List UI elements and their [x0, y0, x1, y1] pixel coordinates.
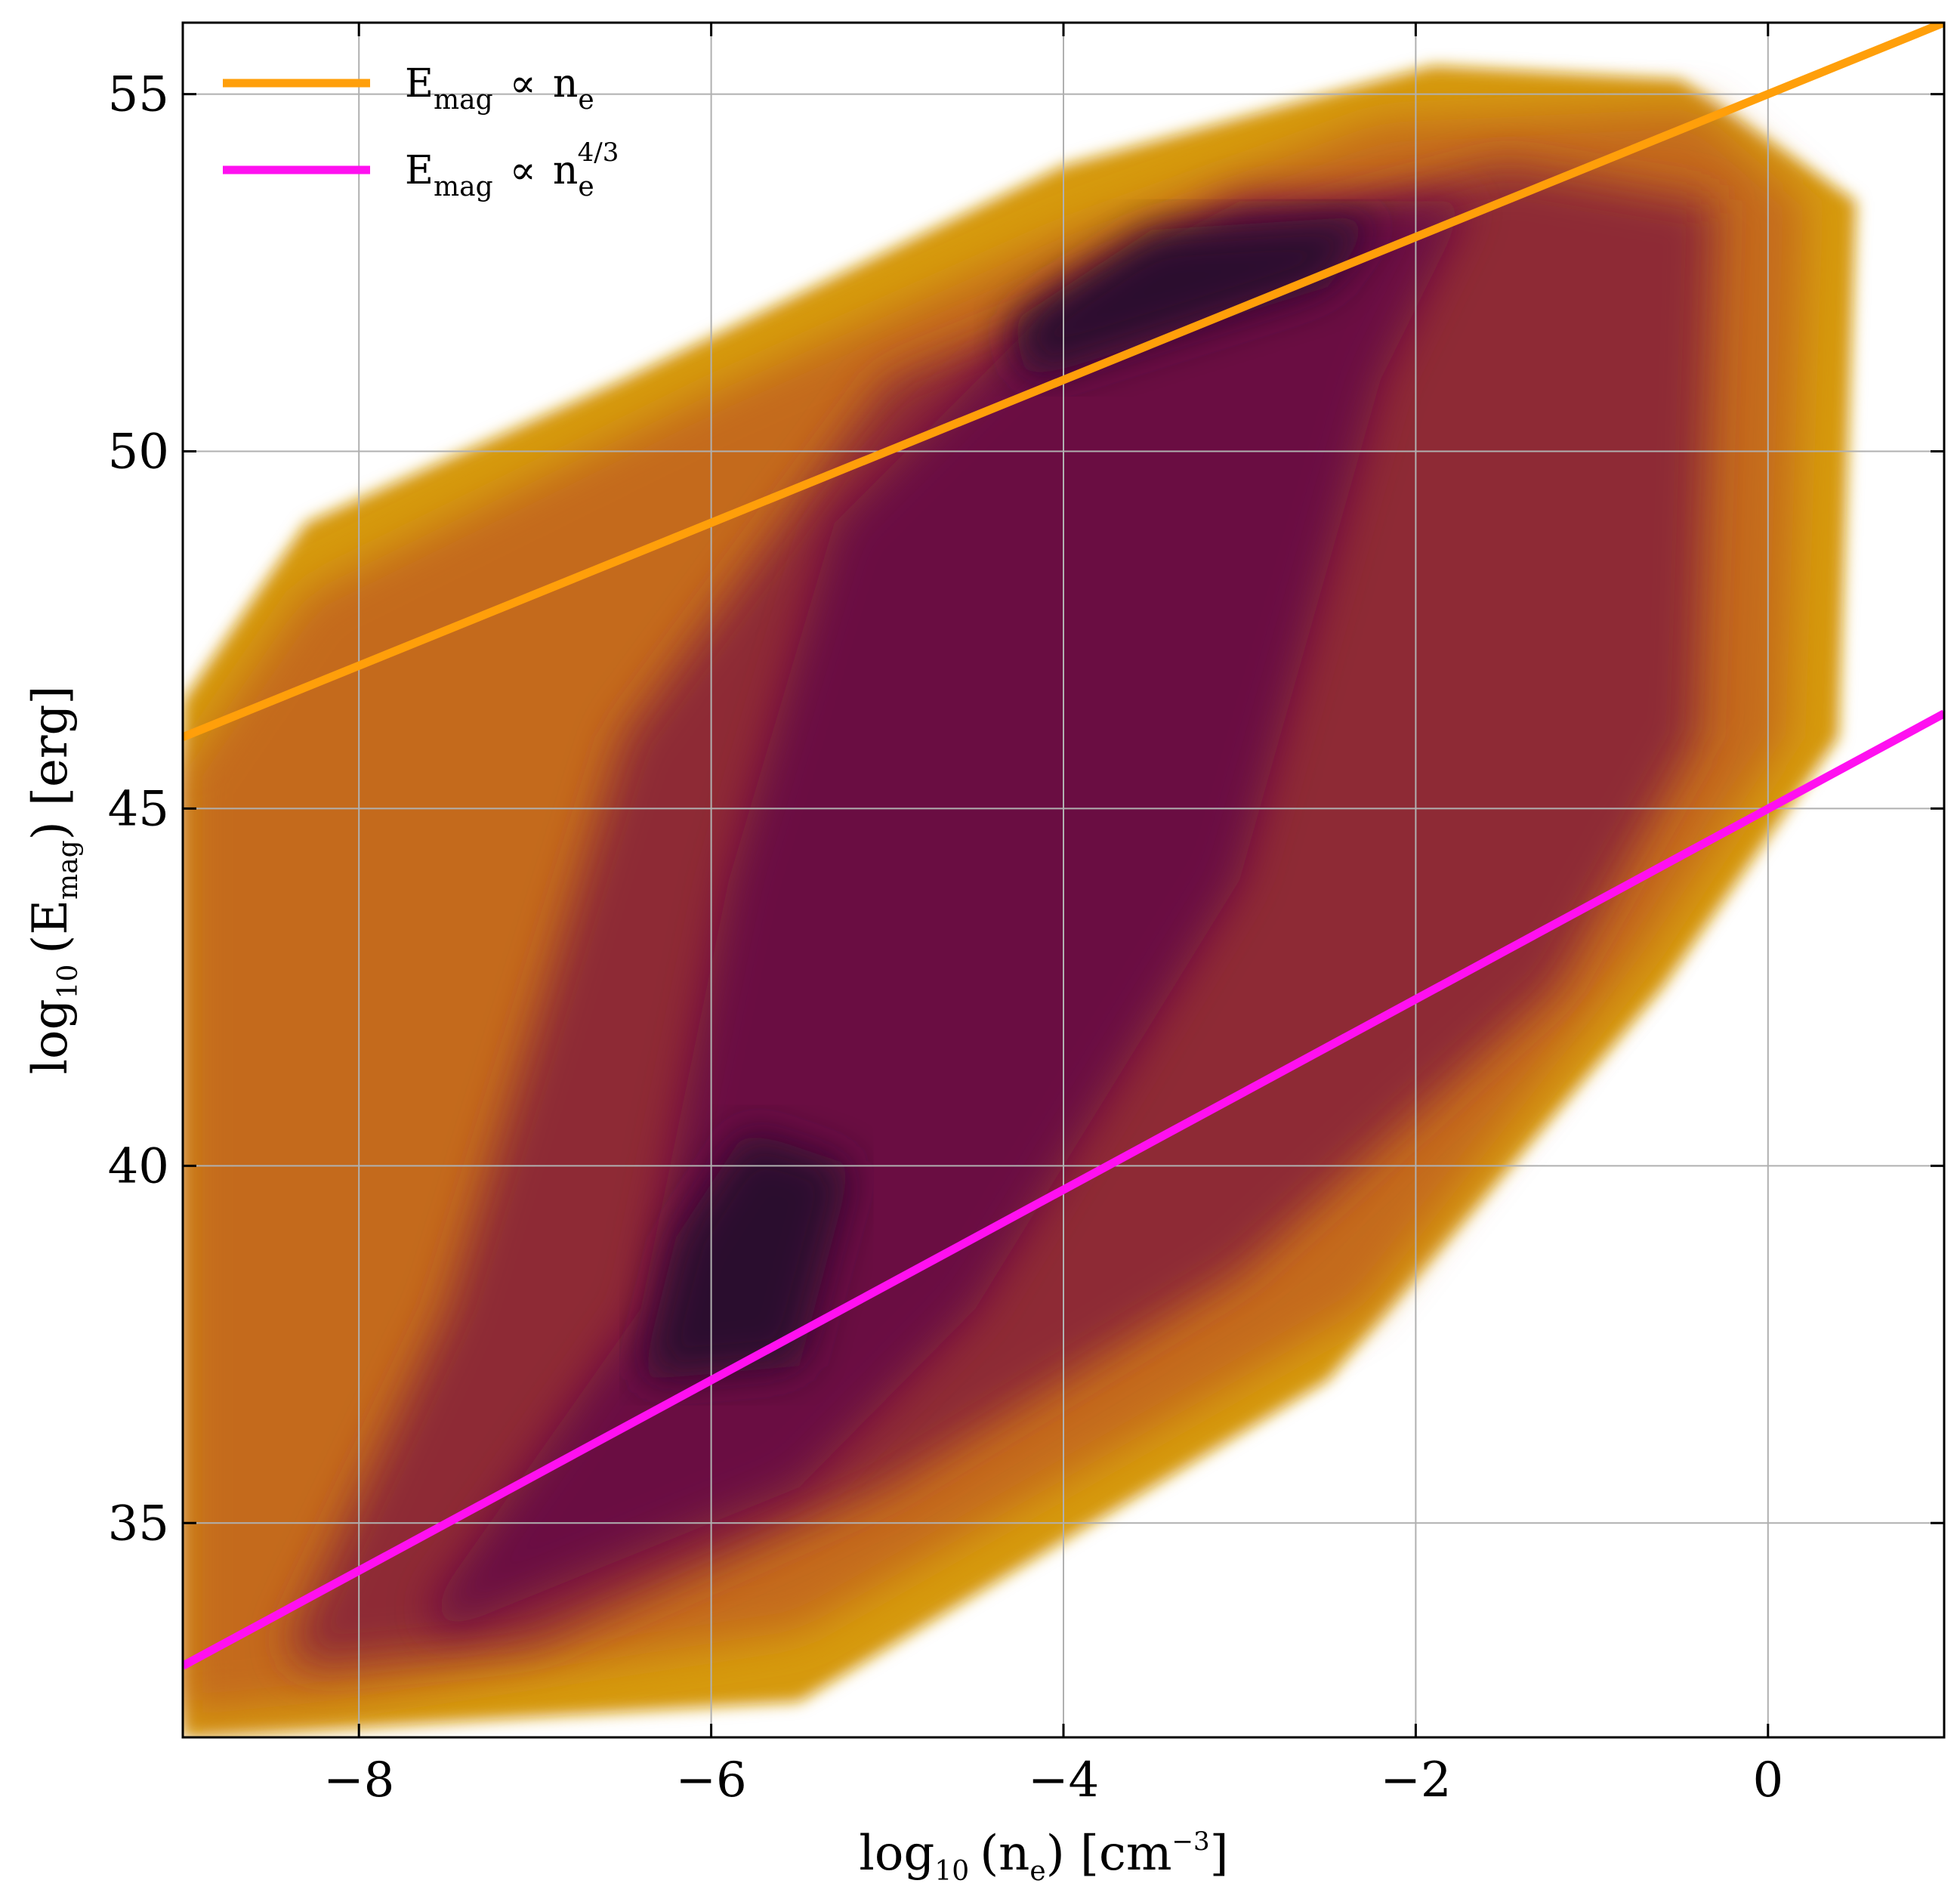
x-tick-label-4: 0 [1752, 1752, 1783, 1808]
density-region-peak2 [1011, 215, 1381, 380]
grid [183, 23, 1944, 1737]
legend-label-fourthirds: Emag ∝ ne4/3 [405, 137, 619, 202]
x-tick-label-0: −8 [323, 1752, 394, 1808]
series-line-1 [183, 709, 1944, 1670]
y-tick-label-3: 50 [108, 425, 169, 480]
y-tick-label-1: 40 [108, 1138, 169, 1194]
axis-ticks: −8 −6 −4 −2 0 35 40 45 50 55 [108, 23, 1944, 1808]
x-axis-label: log10 (ne) [cm−3] [859, 1826, 1228, 1887]
x-tick-label-1: −6 [675, 1752, 746, 1808]
legend-label-linear: Emag ∝ ne [405, 61, 594, 116]
density-heatmap [183, 65, 1857, 1737]
series-lines [183, 23, 1944, 1670]
density-region-peak [640, 1130, 853, 1381]
y-tick-label-0: 35 [108, 1496, 169, 1552]
y-tick-label-2: 45 [108, 781, 169, 837]
x-tick-label-3: −2 [1380, 1752, 1451, 1808]
y-tick-label-4: 55 [108, 67, 169, 123]
y-axis-label: log10(Emag) [erg] [23, 686, 84, 1075]
legend: Emag ∝ ne Emag ∝ ne4/3 [223, 61, 619, 202]
x-tick-label-2: −4 [1028, 1752, 1099, 1808]
series-line-0 [183, 23, 1944, 741]
